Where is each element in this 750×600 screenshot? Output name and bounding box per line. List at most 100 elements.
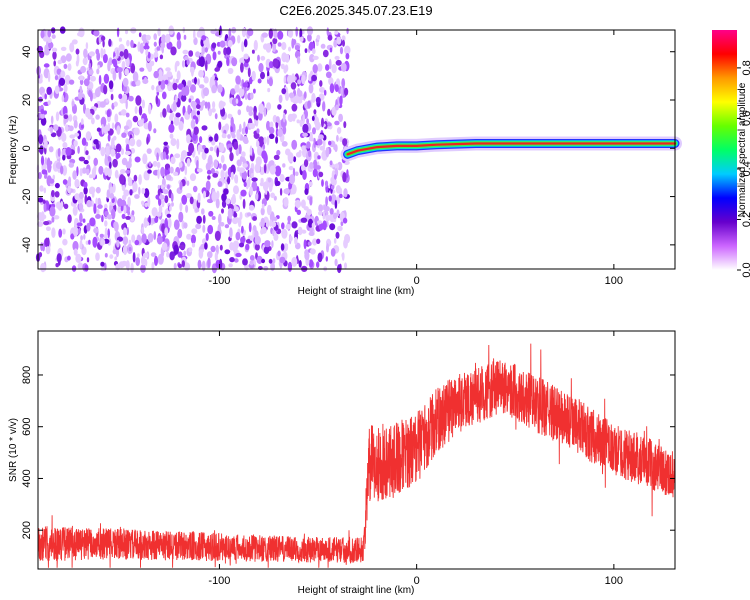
noise-dot xyxy=(296,119,300,124)
noise-dot xyxy=(223,129,227,135)
noise-dot xyxy=(198,69,204,78)
noise-dot xyxy=(139,67,145,72)
noise-dot xyxy=(248,122,256,130)
noise-dot xyxy=(135,95,142,106)
noise-dot xyxy=(211,42,217,49)
noise-dot xyxy=(336,36,342,45)
noise-dot xyxy=(220,154,225,164)
noise-dot xyxy=(231,57,238,67)
noise-dot xyxy=(178,161,183,168)
noise-dot xyxy=(81,124,84,129)
noise-dot xyxy=(162,108,167,118)
noise-dot xyxy=(301,74,306,85)
noise-dot xyxy=(76,222,83,227)
noise-dot xyxy=(121,157,128,166)
noise-dot xyxy=(230,116,234,127)
noise-dot xyxy=(207,224,214,235)
noise-dot xyxy=(122,227,128,236)
noise-dot xyxy=(243,121,246,130)
noise-dot xyxy=(98,74,102,85)
noise-dot xyxy=(268,61,274,69)
noise-dot xyxy=(53,215,60,220)
noise-dot xyxy=(187,80,192,88)
noise-dot xyxy=(160,166,166,177)
noise-dot xyxy=(112,158,118,168)
noise-dot xyxy=(82,218,86,223)
noise-dot xyxy=(75,48,80,55)
noise-dot xyxy=(287,29,294,38)
noise-dot xyxy=(256,128,260,134)
noise-dot xyxy=(151,84,155,91)
noise-dot xyxy=(39,185,44,192)
noise-dot xyxy=(186,134,191,144)
noise-dot xyxy=(250,92,254,100)
noise-dot xyxy=(327,34,333,41)
noise-dot xyxy=(98,200,102,206)
noise-dot xyxy=(266,204,272,216)
noise-dot xyxy=(78,91,83,100)
noise-dot xyxy=(96,127,101,132)
noise-dot xyxy=(279,256,286,264)
noise-dot xyxy=(196,110,200,116)
noise-dot xyxy=(208,136,213,142)
noise-dot xyxy=(70,233,75,240)
noise-dot xyxy=(272,58,279,68)
noise-dot xyxy=(102,40,105,48)
noise-dot xyxy=(179,181,183,191)
noise-dot xyxy=(137,119,144,127)
noise-dot xyxy=(339,95,343,106)
noise-dot xyxy=(236,129,241,141)
snr-x-label: Height of straight line (km) xyxy=(298,585,415,596)
noise-dot xyxy=(263,246,270,255)
noise-dot xyxy=(320,43,326,49)
noise-dot xyxy=(57,147,61,157)
noise-dot xyxy=(277,42,282,47)
noise-dot xyxy=(68,162,75,168)
spectrogram-y-label: Frequency (Hz) xyxy=(8,116,19,185)
noise-dot xyxy=(304,188,309,196)
noise-dot xyxy=(104,167,109,176)
noise-dot xyxy=(133,174,138,182)
colorbar-tick-label: 0.6 xyxy=(741,111,750,126)
noise-dot xyxy=(189,196,194,205)
noise-dot xyxy=(68,114,73,122)
noise-dot xyxy=(64,124,69,132)
noise-dot xyxy=(233,211,237,218)
noise-dot xyxy=(53,60,56,67)
noise-dot xyxy=(89,217,96,227)
noise-dot xyxy=(344,87,349,96)
spectrogram-y-ticks: -40 -20 0 20 40 xyxy=(21,46,675,253)
noise-dot xyxy=(45,245,51,255)
noise-dot xyxy=(195,223,202,230)
noise-dot xyxy=(163,141,168,146)
noise-dot xyxy=(344,45,351,55)
noise-dot xyxy=(235,252,242,258)
noise-dot xyxy=(121,132,127,138)
noise-dot xyxy=(154,216,159,223)
noise-dot xyxy=(287,152,294,163)
noise-dot xyxy=(234,84,240,93)
noise-dot xyxy=(169,166,174,174)
noise-dot xyxy=(312,127,316,135)
noise-dot xyxy=(54,182,60,189)
noise-dot xyxy=(47,29,52,38)
noise-dot xyxy=(210,245,216,253)
noise-dot xyxy=(71,100,75,107)
noise-dot xyxy=(76,54,80,65)
noise-dot xyxy=(141,233,147,244)
noise-dot xyxy=(331,63,337,74)
noise-dot xyxy=(258,103,265,114)
noise-dot xyxy=(331,106,337,116)
noise-dot xyxy=(112,183,116,193)
noise-dot xyxy=(193,126,199,135)
noise-dot xyxy=(56,253,62,263)
noise-dot xyxy=(100,47,104,59)
noise-dot xyxy=(208,210,214,217)
spectrogram-panel: -100 0 100 -40 -20 0 20 40 Height of straight … xyxy=(8,25,682,297)
noise-dot xyxy=(164,195,169,204)
noise-dot xyxy=(221,208,224,214)
noise-dot xyxy=(230,196,237,205)
noise-dot xyxy=(162,74,169,81)
noise-dot xyxy=(107,60,111,72)
noise-dot xyxy=(290,184,297,195)
